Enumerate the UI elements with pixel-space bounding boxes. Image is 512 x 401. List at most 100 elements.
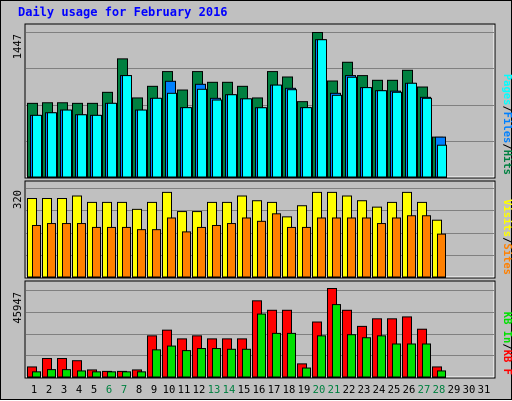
x-tick-label-day-13: 13	[208, 384, 221, 396]
bar-pages-day-19	[302, 107, 312, 178]
bar-pages-day-12	[197, 88, 207, 178]
x-tick-label-day-20: 20	[313, 384, 326, 396]
legend-item-files: Files	[501, 112, 512, 144]
bar-kb_in-day-4	[77, 370, 86, 378]
bar-sites-day-3	[62, 223, 71, 278]
bar-sites-day-22	[347, 217, 356, 278]
bar-sites-day-1	[32, 224, 41, 278]
bar-kb_in-day-6	[107, 371, 116, 378]
bar-kb_in-day-13	[212, 348, 221, 378]
x-tick-label-day-16: 16	[253, 384, 266, 396]
bar-pages-day-25	[392, 91, 402, 178]
bar-kb_in-day-20	[317, 335, 326, 378]
bar-kb_in-day-2	[47, 369, 56, 378]
legend-separator: /	[501, 237, 512, 243]
panel-visits-sites: 320 Visits/Sites	[12, 180, 512, 279]
bar-pages-day-20	[317, 39, 327, 178]
x-tick-label-day-2: 2	[46, 384, 52, 396]
bar-pages-day-10	[167, 92, 177, 178]
bar-kb_in-day-16	[257, 313, 266, 378]
bar-pages-day-7	[122, 75, 132, 178]
x-tick-label-day-28: 28	[433, 384, 446, 396]
x-tick-label-day-1: 1	[31, 384, 37, 396]
x-tick-label-day-14: 14	[223, 384, 236, 396]
bar-kb_in-day-8	[137, 371, 146, 378]
panel-kbin-kbf: 45947 KB In/KB F	[12, 280, 512, 379]
x-tick-label-day-7: 7	[121, 384, 127, 396]
bar-sites-day-24	[377, 223, 386, 278]
legend-separator: /	[501, 143, 512, 149]
x-tick-label-day-19: 19	[298, 384, 311, 396]
bar-pages-day-9	[152, 97, 162, 178]
x-tick-label-day-17: 17	[268, 384, 281, 396]
bar-kb_in-day-28	[437, 370, 446, 378]
x-tick-label-day-30: 30	[463, 384, 476, 396]
bar-sites-day-12	[197, 226, 206, 278]
legend-separator: /	[501, 105, 512, 111]
bar-pages-day-18	[287, 89, 297, 178]
bar-sites-day-7	[122, 226, 131, 278]
bar-kb_in-day-1	[32, 371, 41, 378]
bar-kb_in-day-23	[362, 337, 371, 378]
bar-sites-day-26	[407, 215, 416, 278]
x-tick-label-day-23: 23	[358, 384, 371, 396]
bar-pages-day-27	[422, 97, 432, 178]
x-tick-label-day-18: 18	[283, 384, 296, 396]
bar-sites-day-27	[422, 215, 431, 278]
bar-sites-day-21	[332, 217, 341, 278]
bar-kb_in-day-15	[242, 348, 251, 378]
x-tick-label-day-24: 24	[373, 384, 386, 396]
bar-kb_in-day-18	[287, 332, 296, 378]
x-tick-label-day-5: 5	[91, 384, 97, 396]
bar-sites-day-8	[137, 229, 146, 278]
legend-item-pages: Pages	[501, 74, 512, 106]
x-tick-label-day-25: 25	[388, 384, 401, 396]
x-tick-label-day-22: 22	[343, 384, 356, 396]
bar-sites-day-9	[152, 229, 161, 278]
bar-kb_in-day-21	[332, 304, 341, 378]
bar-sites-day-2	[47, 223, 56, 278]
legend-item-sites: Sites	[501, 243, 512, 275]
bar-kb_in-day-7	[122, 371, 131, 378]
bar-pages-day-16	[257, 107, 267, 178]
x-tick-label-day-12: 12	[193, 384, 206, 396]
y-max-label: 45947	[12, 292, 24, 324]
bar-pages-day-26	[407, 82, 417, 178]
bar-sites-day-13	[212, 224, 221, 278]
bar-sites-day-15	[242, 217, 251, 278]
bar-sites-day-4	[77, 223, 86, 278]
x-tick-label-day-31: 31	[478, 384, 491, 396]
x-tick-label-day-4: 4	[76, 384, 82, 396]
bar-pages-day-15	[242, 98, 252, 178]
bar-kb_in-day-22	[347, 334, 356, 378]
legend-separator: /	[501, 343, 512, 349]
bar-kb_in-day-3	[62, 369, 71, 378]
x-tick-label-day-10: 10	[163, 384, 176, 396]
bar-pages-day-5	[92, 114, 102, 178]
x-tick-label-day-9: 9	[151, 384, 157, 396]
x-tick-label-day-27: 27	[418, 384, 431, 396]
bar-pages-day-28	[437, 144, 447, 178]
bar-sites-day-19	[302, 226, 311, 278]
bar-sites-day-18	[287, 226, 296, 278]
bar-pages-day-13	[212, 99, 222, 178]
bar-kb_in-day-11	[182, 350, 191, 378]
bar-kb_in-day-19	[302, 367, 311, 378]
x-tick-label-day-3: 3	[61, 384, 67, 396]
x-tick-label-day-6: 6	[106, 384, 112, 396]
bar-sites-day-5	[92, 226, 101, 278]
bar-pages-day-6	[107, 102, 117, 178]
bar-pages-day-11	[182, 107, 192, 178]
x-tick-label-day-8: 8	[136, 384, 142, 396]
bar-pages-day-21	[332, 94, 342, 178]
bar-sites-day-25	[392, 217, 401, 278]
x-tick-label-day-11: 11	[178, 384, 191, 396]
legend-item-visits: Visits	[501, 199, 512, 237]
bar-pages-day-3	[62, 109, 72, 178]
bar-pages-day-14	[227, 94, 237, 178]
legend-visits-sites: Visits/Sites	[501, 199, 512, 275]
bar-kb_in-day-24	[377, 335, 386, 378]
